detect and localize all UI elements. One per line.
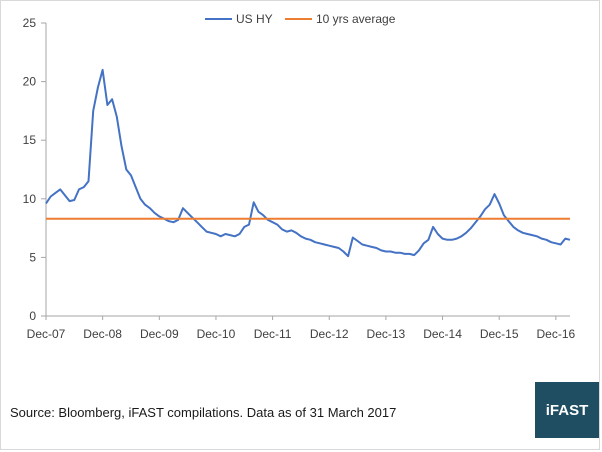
y-tick-label: 20 — [23, 75, 37, 89]
x-tick-label: Dec-14 — [423, 327, 462, 341]
series-layer — [45, 68, 571, 258]
y-tick-label: 25 — [23, 16, 37, 30]
source-note: Source: Bloomberg, iFAST compilations. D… — [10, 405, 397, 420]
y-tick-label: 10 — [23, 192, 37, 206]
ifast-logo: iFAST — [535, 382, 599, 438]
legend: US HY 10 yrs average — [205, 12, 396, 26]
legend-label-10yr-average: 10 yrs average — [316, 12, 396, 26]
x-tick-label: Dec-08 — [83, 327, 122, 341]
series-line-us-hy — [45, 68, 571, 258]
x-tick-label: Dec-12 — [310, 327, 349, 341]
x-axis: Dec-07 Dec-08 Dec-09 Dec-10 Dec-11 Dec-12 Dec-… — [27, 315, 576, 341]
x-tick-label: Dec-10 — [197, 327, 236, 341]
x-tick-label: Dec-13 — [367, 327, 406, 341]
x-tick-label: Dec-07 — [27, 327, 66, 341]
x-tick-label: Dec-09 — [140, 327, 179, 341]
y-axis: 0 5 10 15 20 25 — [23, 16, 47, 323]
x-tick-label: Dec-15 — [480, 327, 519, 341]
y-tick-label: 15 — [23, 133, 37, 147]
x-tick-label: Dec-16 — [536, 327, 575, 341]
x-tick-label: Dec-11 — [254, 327, 292, 341]
legend-label-us-hy: US HY — [236, 12, 273, 26]
y-tick-label: 5 — [29, 250, 36, 264]
y-tick-label: 0 — [29, 309, 36, 323]
